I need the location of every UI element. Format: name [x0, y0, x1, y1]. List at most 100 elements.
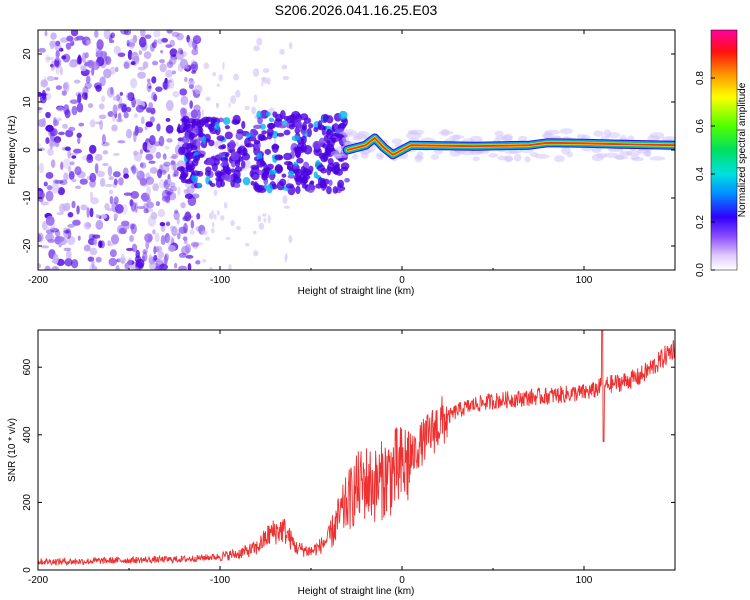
spectrogram-noise-cell — [83, 221, 92, 230]
spectrogram-noise-cell — [55, 50, 60, 58]
spectrogram-noise-cell — [41, 117, 46, 127]
spectrogram-noise-cell — [152, 229, 156, 235]
spectrogram-noise-cell — [113, 45, 121, 55]
spectrogram-noise-cell — [100, 95, 106, 103]
spectrogram-band-cell — [201, 135, 207, 144]
spectrogram-halo-cell — [524, 156, 531, 163]
spectrogram-band-cell — [308, 123, 314, 129]
x-tick-label: -100 — [210, 575, 230, 586]
spectrogram-noise-cell — [77, 235, 81, 241]
spectrogram-noise-cell — [98, 103, 105, 110]
spectrogram-noise-cell — [152, 60, 159, 66]
spectrogram-noise-cell — [192, 242, 199, 249]
spectrogram-noise-cell — [99, 76, 106, 87]
spectrogram-noise-cell — [50, 32, 57, 40]
spectrogram-band-cell — [225, 168, 231, 176]
spectrogram-noise-cell — [152, 183, 160, 192]
spectrogram-band-cell — [323, 134, 329, 142]
spectrogram-noise-cell — [165, 117, 171, 122]
spectrogram-noise-cell — [75, 35, 85, 41]
spectrogram-noise-cell — [71, 200, 76, 209]
spectrogram-noise-cell — [64, 146, 71, 151]
y-tick-label: 200 — [22, 494, 33, 511]
spectrogram-noise-cell — [228, 102, 231, 108]
colorbar-tick-label: 0.0 — [695, 263, 706, 277]
spectrogram-noise-cell — [76, 102, 84, 113]
spectrogram-band-cell — [294, 127, 301, 135]
spectrogram-noise-cell — [100, 214, 108, 219]
spectrogram-noise-cell — [212, 71, 217, 77]
spectrogram-noise-cell — [173, 169, 179, 177]
spectrogram-noise-cell — [89, 191, 94, 200]
spectrogram-noise-cell — [38, 234, 42, 243]
spectrogram-noise-cell — [70, 30, 79, 37]
spectrogram-noise-cell — [157, 208, 166, 218]
spectrogram-noise-cell — [176, 32, 184, 41]
spectrogram-noise-cell — [88, 144, 97, 154]
spectrogram-noise-cell — [46, 75, 55, 82]
colorbar-tick-label: 0.6 — [695, 119, 706, 133]
spectrogram-noise-cell — [134, 125, 139, 136]
spectrogram-noise-cell — [135, 258, 145, 269]
spectrogram-band-cell — [332, 186, 339, 194]
spectrogram-noise-cell — [138, 50, 143, 56]
spectrogram-noise-cell — [86, 154, 94, 164]
spectrogram-band-cell — [261, 130, 268, 135]
spectrogram-noise-cell — [92, 234, 101, 239]
spectrogram-band-cell — [301, 184, 309, 189]
spectrogram-noise-cell — [113, 213, 119, 220]
spectrogram-noise-cell — [133, 151, 142, 162]
spectrogram-halo-cell — [603, 129, 612, 138]
spectrogram-noise-cell — [44, 30, 48, 37]
spectrogram-noise-cell — [190, 241, 200, 247]
spectrogram-noise-cell — [101, 141, 110, 147]
spectrogram-noise-cell — [220, 214, 225, 221]
spectrogram-noise-cell — [144, 34, 152, 39]
spectrogram-noise-cell — [211, 221, 215, 228]
x-tick-label: -100 — [210, 275, 230, 286]
spectrogram-noise-cell — [123, 173, 130, 179]
spectrogram-noise-cell — [47, 238, 55, 243]
spectrogram-band-cell — [301, 175, 308, 184]
spectrogram-noise-cell — [140, 116, 145, 125]
spectrogram-band-cell — [306, 184, 315, 193]
spectrogram-halo-cell — [416, 151, 424, 157]
spectrogram-noise-cell — [190, 109, 198, 119]
spectrogram-band-cell — [267, 122, 275, 129]
spectrogram-noise-cell — [113, 196, 119, 205]
spectrogram-noise-cell — [76, 205, 80, 215]
spectrogram-halo-cell — [449, 149, 461, 157]
spectrogram-band-cell — [278, 124, 287, 129]
spectrogram-noise-cell — [143, 51, 152, 60]
spectrogram-noise-cell — [230, 95, 237, 104]
y-tick-label: -20 — [22, 238, 33, 253]
spectrogram-noise-cell — [91, 257, 95, 268]
spectrogram-noise-cell — [244, 160, 251, 169]
spectrogram-band-cell — [234, 166, 243, 172]
colorbar-tick-label: 0.8 — [695, 71, 706, 85]
spectrogram-noise-cell — [180, 95, 189, 106]
spectrogram-band-cell — [333, 122, 339, 130]
spectrogram-noise-cell — [129, 223, 135, 230]
spectrogram-band-cell — [228, 139, 236, 150]
spectrogram-noise-cell — [67, 211, 74, 218]
spectrogram-halo-cell — [603, 152, 619, 158]
spectrogram-halo-cell — [352, 136, 362, 141]
spectrogram-noise-cell — [235, 89, 241, 98]
spectrogram-band-cell — [288, 123, 295, 130]
spectrogram-band-cell — [340, 166, 349, 172]
spectrogram-band-cell — [233, 177, 242, 184]
spectrogram-noise-cell — [256, 37, 263, 46]
spectrogram-noise-cell — [162, 153, 167, 160]
spectrogram-noise-cell — [81, 52, 87, 63]
spectrogram-band-cell — [191, 159, 199, 167]
spectrogram-noise-cell — [252, 230, 257, 235]
spectrogram-band-cell — [236, 147, 243, 155]
spectrogram-noise-cell — [94, 30, 99, 38]
spectrogram-band-cell — [276, 181, 285, 191]
spectrogram-band-cell — [337, 179, 345, 189]
spectrogram-noise-cell — [120, 220, 130, 227]
spectrogram-noise-cell — [107, 111, 114, 117]
